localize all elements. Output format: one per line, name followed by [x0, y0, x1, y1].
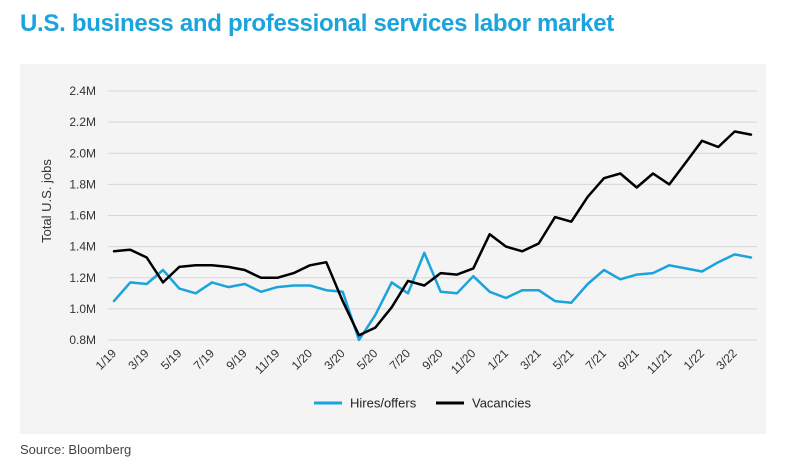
y-tick-label: 0.8M [69, 333, 96, 347]
x-tick-label: 3/22 [713, 346, 740, 373]
legend: Hires/offers Vacancies [314, 396, 532, 411]
legend-label: Vacancies [472, 396, 532, 411]
x-tick-label: 5/21 [550, 346, 577, 373]
y-tick-label: 1.0M [69, 302, 96, 316]
y-tick-label: 2.2M [69, 115, 96, 129]
y-tick-label: 1.8M [69, 177, 96, 191]
x-tick-label: 7/20 [387, 346, 414, 373]
series-lines [112, 130, 753, 342]
legend-label: Hires/offers [350, 396, 417, 411]
legend-item: Vacancies [436, 396, 532, 411]
y-tick-label: 1.2M [69, 271, 96, 285]
chart-title: U.S. business and professional services … [20, 10, 614, 37]
x-tick-label: 3/19 [125, 346, 152, 373]
x-tick-label: 1/21 [485, 346, 512, 373]
x-tick-label: 3/20 [321, 346, 348, 373]
x-tick-label: 5/19 [158, 346, 185, 373]
y-tick-label: 2.0M [69, 146, 96, 160]
x-tick-label: 9/19 [223, 346, 250, 373]
legend-item: Hires/offers [314, 396, 417, 411]
x-tick-label: 7/19 [191, 346, 218, 373]
y-tick-label: 1.6M [69, 209, 96, 223]
y-tick-label: 2.4M [69, 84, 96, 98]
x-tick-label: 1/20 [289, 346, 316, 373]
x-tick-label: 5/20 [354, 346, 381, 373]
y-axis-label: Total U.S. jobs [39, 159, 54, 243]
x-tick-label: 1/22 [681, 346, 708, 373]
source-note: Source: Bloomberg [20, 442, 132, 457]
gridlines [108, 90, 757, 341]
x-tick-label: 1/19 [93, 346, 120, 373]
x-tick-label: 11/20 [448, 346, 479, 377]
series-line-hires-offers [112, 251, 753, 342]
y-axis-ticks: 0.8M 1.0M 1.2M 1.4M 1.6M 1.8M 2.0M 2.2M 2.4M [69, 84, 96, 347]
x-tick-label: 3/21 [517, 346, 544, 373]
x-tick-label: 11/21 [644, 346, 675, 377]
x-tick-label: 9/20 [419, 346, 446, 373]
x-axis-ticks: 1/19 3/19 5/19 7/19 9/19 11/19 1/20 3/20 5/20 7/2… [93, 346, 740, 377]
x-tick-label: 9/21 [615, 346, 642, 373]
chart-panel: 0.8M 1.0M 1.2M 1.4M 1.6M 1.8M 2.0M 2.2M 2.4M 1/1… [20, 64, 766, 434]
series-line-vacancies [112, 130, 753, 337]
x-tick-label: 7/21 [583, 346, 610, 373]
y-tick-label: 1.4M [69, 240, 96, 254]
x-tick-label: 11/19 [252, 346, 283, 377]
line-chart: 0.8M 1.0M 1.2M 1.4M 1.6M 1.8M 2.0M 2.2M 2.4M 1/1… [39, 84, 757, 411]
